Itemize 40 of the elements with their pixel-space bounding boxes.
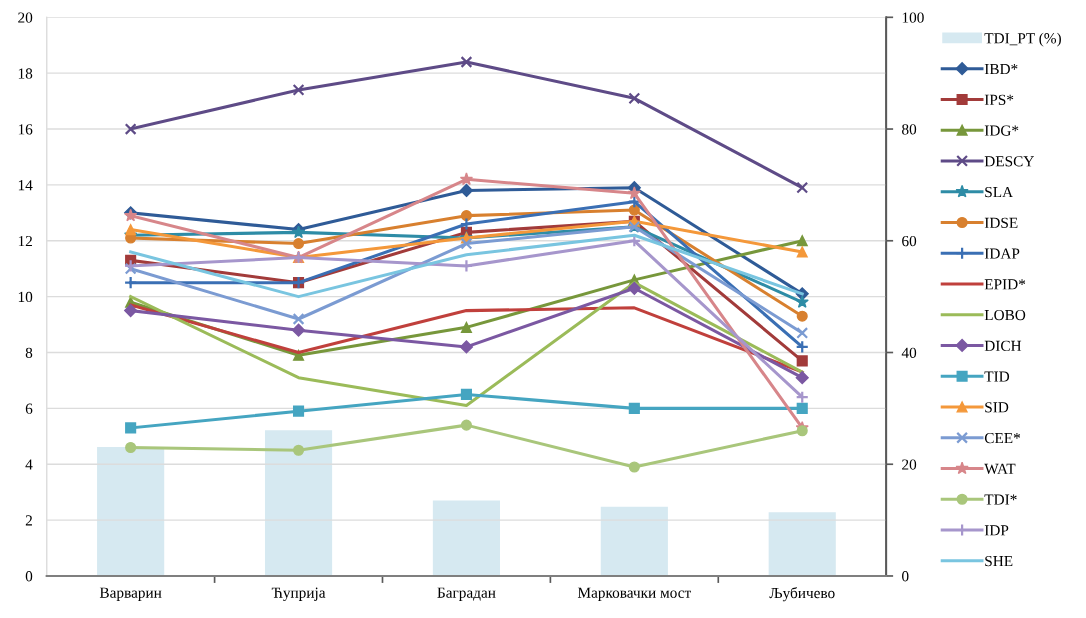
x-tick-label: Марковачки мост	[577, 587, 691, 601]
legend-label: SLA	[985, 186, 1014, 198]
y-tick-label: 8	[25, 347, 33, 358]
y-tick-label: 16	[18, 124, 33, 135]
y-tick-label: 0	[25, 571, 33, 582]
legend-label: CEE*	[984, 432, 1021, 444]
y2-tick-label: 80	[902, 124, 917, 135]
y-tick-label: 18	[18, 68, 33, 79]
legend-label: EPID*	[984, 279, 1026, 290]
y2-tick-label: 0	[902, 571, 909, 582]
legend-label: TID	[984, 371, 1010, 382]
legend-label: SHE	[985, 555, 1013, 567]
legend-label: TDI_PT (%)	[984, 32, 1061, 47]
y-tick-label: 14	[18, 180, 33, 191]
legend-label: DESCY	[984, 156, 1034, 167]
x-tick-label: Ћуприја	[271, 587, 326, 601]
legend-label: TDI*	[984, 494, 1017, 505]
legend-label: IDP	[984, 525, 1009, 536]
legend-label: LOBO	[984, 309, 1026, 321]
x-tick-label: Баградан	[437, 587, 496, 601]
legend-label: DICH	[984, 340, 1022, 351]
x-tick-label: Љубичево	[769, 587, 835, 602]
y-tick-label: 10	[18, 291, 33, 303]
y2-tick-label: 60	[902, 235, 917, 247]
legend-label: IDAP	[984, 248, 1020, 259]
y2-tick-label: 20	[902, 459, 917, 470]
y-tick-label: 2	[25, 515, 32, 526]
legend-label: IDSE	[984, 217, 1018, 228]
y2-tick-label: 40	[901, 347, 917, 358]
legend-label: IBD*	[984, 64, 1018, 75]
legend-label: SID	[985, 402, 1009, 413]
y-tick-label: 12	[18, 235, 32, 247]
y-tick-label: 20	[18, 12, 33, 23]
legend-label: WAT	[984, 463, 1016, 475]
y-tick-label: 6	[25, 403, 33, 414]
y2-tick-label: 100	[902, 12, 924, 23]
legend-label: IDG*	[984, 125, 1019, 136]
legend-label: IPS*	[984, 94, 1014, 105]
x-tick-label: Варварин	[99, 587, 162, 601]
y-tick-label: 4	[25, 459, 33, 470]
